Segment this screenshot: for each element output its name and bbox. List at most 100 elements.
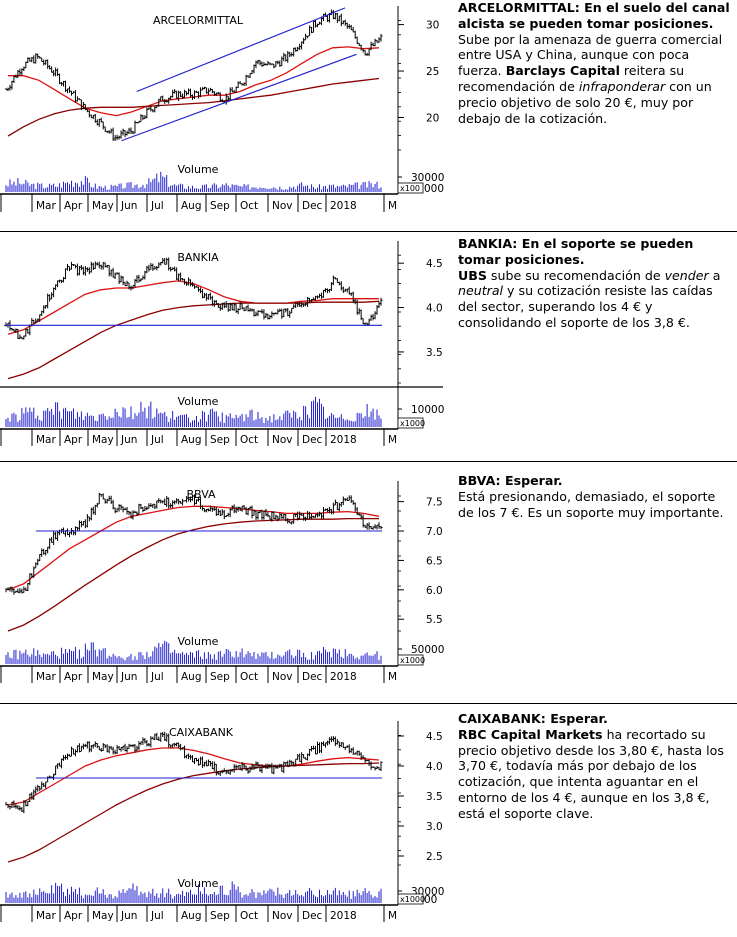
x-tick-label: Mar [36, 671, 56, 683]
volume-scale-label: x1000 [400, 419, 425, 428]
x-tick-label: Mar [36, 200, 56, 212]
x-tick-label: Jul [150, 434, 164, 446]
x-tick-label: Aug [181, 910, 202, 922]
y-tick-label: 5.5 [426, 614, 443, 626]
chart-title: CAIXABANK [169, 726, 234, 739]
x-tick-label: Dec [302, 910, 323, 922]
x-tick-label: Apr [64, 434, 83, 446]
volume-title: Volume [178, 395, 219, 408]
y-tick-label: 3.5 [426, 347, 443, 359]
x-tick-label: Sep [210, 200, 230, 212]
y-tick-label: 4.5 [426, 731, 443, 743]
volume-title: Volume [178, 163, 219, 176]
commentary-run: a [708, 267, 721, 283]
commentary-run: y su cotización resiste las caídas del s… [458, 283, 713, 330]
x-tick-label: Aug [181, 200, 202, 212]
x-tick-label: Jun [120, 434, 137, 446]
trend-line [121, 53, 357, 142]
panel-caixabank: 2.5 3.0 3.5 4.0 4.5 CAIXABANK Volume 30000 x1000… [0, 705, 737, 937]
volume-tick-label-2: 000 [424, 183, 444, 195]
x-tick-label: May [92, 434, 114, 446]
volume-scale-label: x100 [400, 184, 420, 193]
x-tick-label: M [388, 434, 397, 446]
volume-tick-label-2: 00 [424, 894, 437, 906]
series-line-sma_short [8, 46, 380, 117]
x-tick-label: Oct [240, 671, 258, 683]
commentary-run: ha recortado su precio objetivo desde lo… [458, 726, 724, 821]
x-tick-label: Jul [150, 671, 164, 683]
volume-tick-label: 50000 [411, 644, 444, 656]
x-tick-label: Nov [272, 910, 293, 922]
y-tick-label: 4.5 [426, 258, 443, 270]
x-tick-label: Dec [302, 671, 323, 683]
commentary-run: con un precio objetivo de solo 20 €, muy… [458, 78, 712, 126]
x-tick-label: Mar [36, 434, 56, 446]
series-line-sma_long [7, 300, 380, 380]
x-tick-label: Nov [272, 200, 293, 212]
commentary-bbva: BBVA: Esperar. Está presionando, demasia… [458, 473, 733, 520]
x-tick-label: 2018 [330, 671, 357, 683]
commentary-arcelormittal: ARCELORMITTAL: En el suelo del canal alc… [458, 0, 733, 126]
x-tick-label: Oct [240, 200, 258, 212]
panel-separator [0, 231, 737, 232]
panel-separator [0, 703, 737, 704]
commentary-body: Sube por la amenaza de guerra comercial … [458, 32, 722, 126]
volume-tick-label: 10000 [411, 404, 444, 416]
x-tick-label: Aug [181, 671, 202, 683]
x-tick-label: May [92, 910, 114, 922]
commentary-run: vender [664, 267, 709, 283]
commentary-headline: BANKIA: En el soporte se pueden tomar po… [458, 236, 694, 267]
commentary-run: infraponderar [578, 78, 666, 94]
x-tick-label: May [92, 200, 114, 212]
x-tick-label: Jun [120, 200, 137, 212]
commentary-run: RBC Capital Markets [458, 726, 603, 742]
commentary-run: UBS [458, 267, 487, 283]
volume-scale-box [397, 182, 424, 194]
x-tick-label: Jul [150, 200, 164, 212]
chart-title: BBVA [186, 488, 216, 501]
commentary-headline: ARCELORMITTAL: En el suelo del canal alc… [458, 0, 730, 31]
panel-bankia: 3.5 4.0 4.5 BANKIA Volume 10000 x1000 Mar Apr May… [0, 233, 737, 461]
x-tick-label: Mar [36, 910, 56, 922]
volume-tick-label: 30000 [411, 172, 444, 184]
series-line-sma_short [7, 747, 380, 806]
commentary-run: neutral [458, 283, 504, 299]
series-line-sma_long [7, 517, 379, 632]
volume-scale-box [397, 893, 424, 905]
commentary-body: UBS sube su recomendación de vender a ne… [458, 268, 720, 330]
y-tick-label: 3.0 [426, 821, 443, 833]
x-tick-label: Sep [210, 671, 230, 683]
y-tick-label: 30 [426, 20, 439, 32]
y-tick-label: 20 [426, 112, 439, 124]
x-tick-label: 2018 [330, 200, 357, 212]
commentary-run: reitera su recomendación de [458, 63, 685, 94]
volume-title: Volume [178, 877, 219, 890]
y-tick-label: 2.5 [426, 851, 443, 863]
x-tick-label: Dec [302, 434, 323, 446]
commentary-run: Barclays Capital [505, 63, 620, 79]
x-tick-label: Oct [240, 434, 258, 446]
panel-separator [0, 461, 737, 462]
commentary-bankia: BANKIA: En el soporte se pueden tomar po… [458, 236, 733, 331]
y-tick-label: 7.0 [426, 526, 443, 538]
x-tick-label: Apr [64, 200, 83, 212]
commentary-run: sube su recomendación de [486, 267, 665, 283]
y-tick-label: 25 [426, 66, 439, 78]
x-tick-label: Jun [120, 910, 137, 922]
y-tick-label: 6.5 [426, 555, 443, 567]
x-tick-label: Apr [64, 910, 83, 922]
commentary-body: RBC Capital Markets ha recortado su prec… [458, 727, 724, 821]
commentary-run: Está presionando, demasiado, el soporte … [458, 488, 724, 520]
series-line-sma_long [7, 762, 380, 863]
commentary-body: Está presionando, demasiado, el soporte … [458, 489, 724, 520]
commentary-caixabank: CAIXABANK: Esperar. RBC Capital Markets … [458, 711, 733, 822]
x-tick-label: Nov [272, 434, 293, 446]
y-tick-label: 4.0 [426, 303, 443, 315]
x-tick-label: Aug [181, 434, 202, 446]
x-tick-label: Sep [210, 910, 230, 922]
chart-title: BANKIA [177, 251, 219, 264]
volume-scale-label: x1000 [400, 656, 425, 665]
chart-caixabank: 2.53.03.54.04.5CAIXABANKVolume30000x1000… [0, 721, 444, 922]
x-tick-label: M [388, 200, 397, 212]
